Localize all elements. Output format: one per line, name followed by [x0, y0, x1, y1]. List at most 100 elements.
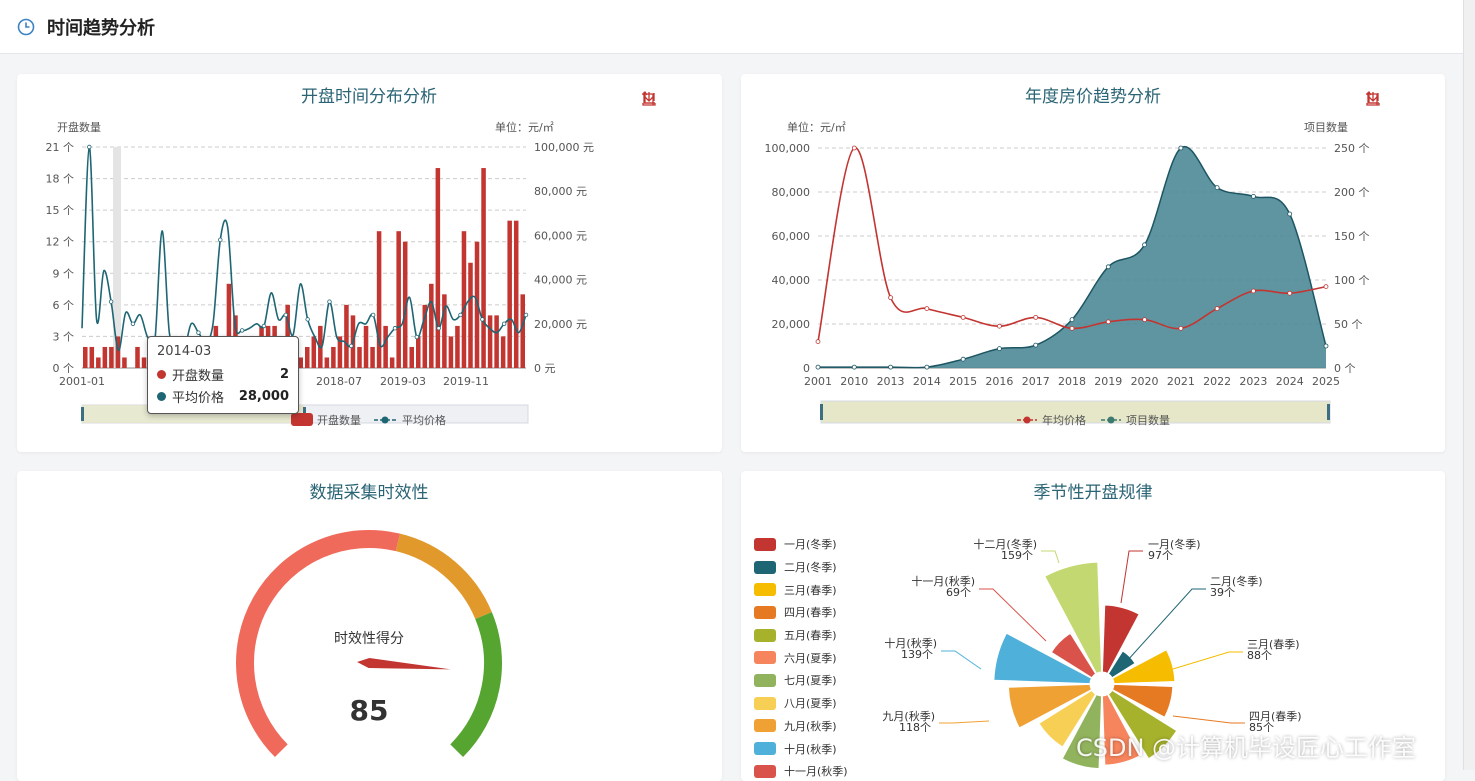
chart1-bar	[370, 347, 375, 368]
chart1-y-right-tick: 40,000 元	[534, 274, 587, 287]
chart1-y-left-tick: 12 个	[46, 236, 75, 249]
chart2-project-point	[889, 365, 893, 369]
seasonal-legend-item[interactable]: 十一月(秋季)	[754, 760, 848, 781]
chart1-legend-bar-label: 开盘数量	[317, 413, 361, 427]
chart1-bar	[468, 263, 473, 368]
chart2-x-tick: 2018	[1058, 375, 1086, 388]
chart2-y-right-tick: 100 个	[1334, 274, 1370, 287]
chart1-bar	[462, 231, 467, 368]
chart2-y-left-tick: 100,000	[765, 142, 811, 155]
chart1-price-point	[328, 300, 332, 304]
chart1-bar	[122, 357, 127, 368]
seasonal-legend-swatch	[754, 583, 776, 596]
seasonal-legend-item[interactable]: 六月(夏季)	[754, 646, 848, 669]
chart2-project-point	[1143, 243, 1147, 247]
chart2-project-point	[1070, 318, 1074, 322]
clock-icon	[17, 18, 35, 36]
chart2-x-tick: 2023	[1239, 375, 1267, 388]
chart1-y-right-tick: 80,000 元	[534, 185, 587, 198]
seasonal-legend-label: 三月(春季)	[784, 582, 837, 598]
chart1-price-point	[218, 238, 222, 242]
chart1-price-point	[415, 335, 419, 339]
seasonal-legend-item[interactable]: 一月(冬季)	[754, 533, 848, 556]
rose-callout-value: 69个	[946, 586, 971, 599]
chart1-price-point	[350, 344, 354, 348]
chart1-bar	[396, 231, 401, 368]
chart1-bar	[364, 326, 369, 368]
seasonal-legend-item[interactable]: 九月(秋季)	[754, 715, 848, 738]
download-icon[interactable]	[1365, 90, 1381, 106]
chart2-project-point	[1106, 265, 1110, 269]
tooltip-date: 2014-03	[157, 344, 289, 359]
chart2-price-point	[925, 307, 929, 311]
chart1-price-point	[240, 329, 244, 333]
chart2-price-point	[852, 146, 856, 150]
chart1-y-left-name: 开盘数量	[57, 120, 101, 134]
seasonal-legend-swatch	[754, 651, 776, 664]
chart1-legend-bar-swatch	[291, 413, 313, 426]
chart1-price-point	[437, 326, 441, 330]
rose-callout-line	[939, 721, 989, 723]
chart2-price-point	[1215, 307, 1219, 311]
seasonal-legend-swatch	[754, 629, 776, 642]
chart2-project-point	[816, 365, 820, 369]
chart1-bar	[331, 347, 336, 368]
seasonal-legend-item[interactable]: 十月(秋季)	[754, 737, 848, 760]
chart2-price-point	[1179, 326, 1183, 330]
chart1-price-point	[306, 318, 310, 322]
gauge-pointer	[357, 658, 451, 669]
seasonal-legend-swatch	[754, 674, 776, 687]
chart1-title: 开盘时间分布分析	[301, 87, 437, 107]
seasonal-legend-item[interactable]: 七月(夏季)	[754, 669, 848, 692]
chart1-bar	[109, 347, 114, 368]
gauge-value: 85	[350, 694, 389, 727]
download-icon[interactable]	[641, 90, 657, 106]
chart2-price-point	[1324, 285, 1328, 289]
chart1-price-point	[262, 324, 266, 328]
chart2-y-right-tick: 250 个	[1334, 142, 1370, 155]
gauge-orange-segment	[398, 542, 484, 615]
seasonal-legend-item[interactable]: 五月(春季)	[754, 624, 848, 647]
chart3-title: 数据采集时效性	[310, 483, 429, 503]
seasonal-legend-item[interactable]: 二月(冬季)	[754, 556, 848, 579]
chart2-y-right-tick: 50 个	[1334, 318, 1363, 331]
chart2-project-point	[1288, 212, 1292, 216]
chart2-price-point	[1034, 315, 1038, 319]
chart1-hover-band	[113, 147, 121, 368]
chart2-y-left-tick: 20,000	[772, 318, 811, 331]
seasonal-legend-label: 二月(冬季)	[784, 559, 837, 575]
chart1-price-point	[459, 313, 463, 317]
annual-price-card: 年度房价趋势分析 单位：元/㎡ 项目数量 0 20,000 40,000 60,000 80,…	[741, 74, 1445, 452]
seasonal-legend-item[interactable]: 三月(春季)	[754, 578, 848, 601]
seasonal-legend-item[interactable]: 四月(春季)	[754, 601, 848, 624]
chart1-bar	[494, 315, 499, 368]
chart2-x-tick: 2013	[877, 375, 905, 388]
chart1-bar	[501, 336, 506, 368]
chart1-bar	[305, 347, 310, 368]
chart1-price-point	[87, 145, 91, 149]
seasonal-legend-swatch	[754, 561, 776, 574]
page-scrollbar[interactable]	[1463, 0, 1475, 770]
chart2-legend-price-label: 年均价格	[1042, 413, 1086, 427]
chart2-project-point	[925, 365, 929, 369]
chart1-bar	[312, 336, 317, 368]
page-title: 时间趋势分析	[47, 14, 155, 40]
chart1-x-tick: 2019-03	[380, 375, 426, 388]
chart1-y-right-tick: 100,000 元	[534, 141, 594, 154]
tooltip-row-count: 开盘数量 2	[157, 363, 289, 385]
chart2-project-point	[1034, 343, 1038, 347]
chart2-project-point	[961, 357, 965, 361]
chart2-x-tick: 2017	[1022, 375, 1050, 388]
chart2-project-point	[1179, 146, 1183, 150]
seasonal-legend-label: 四月(春季)	[784, 604, 837, 620]
seasonal-legend: 一月(冬季) 二月(冬季) 三月(春季) 四月(春季) 五月(春季) 六月(夏季) 七月(夏…	[754, 533, 848, 781]
chart1-bar	[507, 221, 512, 368]
seasonal-legend-label: 九月(秋季)	[784, 718, 837, 734]
chart2-project-point	[852, 365, 856, 369]
seasonal-legend-label: 七月(夏季)	[784, 672, 837, 688]
chart1-bar	[377, 231, 382, 368]
chart1-bar	[142, 357, 147, 368]
seasonal-legend-item[interactable]: 八月(夏季)	[754, 692, 848, 715]
chart2-x-tick: 2022	[1203, 375, 1231, 388]
chart1-x-tick: 2001-01	[59, 375, 105, 388]
